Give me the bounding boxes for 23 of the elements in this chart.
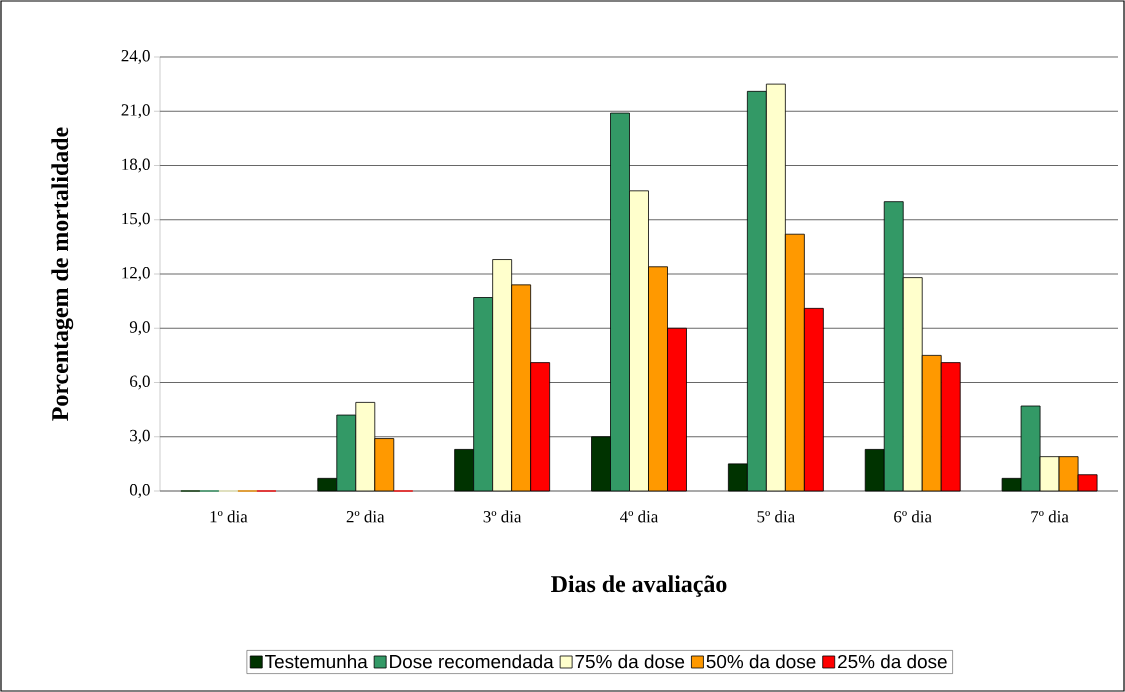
x-tick-label: 7º dia (1031, 510, 1069, 523)
y-tick-label: 3,0 (130, 429, 150, 444)
y-tick-label: 18,0 (122, 158, 150, 173)
y-tick-label: 12,0 (122, 267, 150, 281)
y-tick-label: 0,0 (129, 484, 150, 498)
y-tick-label: 21,0 (121, 104, 150, 119)
legend-label: 75% da dose (575, 654, 685, 669)
x-axis-title: Dias de avaliação (551, 575, 727, 597)
x-tick-label: 1º dia (210, 510, 248, 523)
y-tick-label: 15,0 (122, 212, 150, 227)
x-tick-label: 5º dia (757, 510, 795, 523)
x-tick-label: 4º dia (620, 510, 659, 523)
x-tick-label: 3º dia (483, 510, 522, 523)
legend-label: 50% da dose (706, 654, 816, 669)
y-tick-label: 9,0 (129, 321, 150, 336)
x-tick-label: 2º dia (346, 510, 385, 523)
legend-label: Dose recomendada (390, 654, 554, 669)
legend-label: 25% da dose (838, 654, 947, 669)
legend-label: Testemunha (265, 654, 368, 669)
y-tick-label: 24,0 (121, 50, 150, 64)
y-tick-label: 6,0 (130, 375, 150, 390)
y-axis-title: Porcentagem de mortalidade (51, 127, 74, 421)
x-tick-label: 6º dia (894, 510, 932, 523)
